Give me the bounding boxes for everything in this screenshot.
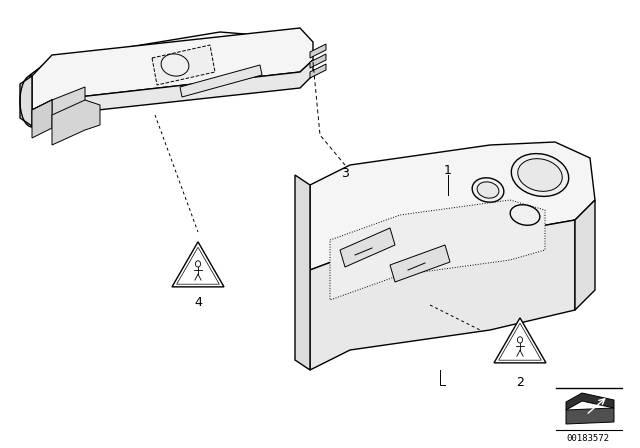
- Ellipse shape: [477, 182, 499, 198]
- Polygon shape: [390, 245, 450, 282]
- Polygon shape: [310, 220, 575, 370]
- Polygon shape: [340, 228, 395, 267]
- Text: 1: 1: [444, 164, 452, 177]
- Polygon shape: [566, 393, 614, 410]
- Polygon shape: [52, 87, 85, 128]
- Polygon shape: [575, 200, 595, 310]
- Polygon shape: [32, 28, 313, 110]
- Polygon shape: [52, 100, 100, 145]
- Ellipse shape: [510, 205, 540, 225]
- Polygon shape: [20, 76, 32, 126]
- Ellipse shape: [518, 159, 563, 191]
- Polygon shape: [310, 44, 326, 58]
- Polygon shape: [310, 54, 326, 68]
- Polygon shape: [180, 65, 262, 97]
- Ellipse shape: [511, 154, 569, 196]
- Polygon shape: [330, 200, 545, 300]
- Polygon shape: [32, 100, 52, 138]
- Polygon shape: [310, 64, 326, 78]
- Ellipse shape: [161, 54, 189, 76]
- Text: 4: 4: [194, 296, 202, 309]
- Polygon shape: [32, 60, 313, 126]
- Polygon shape: [566, 408, 614, 424]
- Polygon shape: [310, 142, 595, 270]
- Polygon shape: [172, 242, 224, 287]
- Polygon shape: [295, 175, 310, 370]
- Polygon shape: [152, 45, 215, 85]
- Text: 00183572: 00183572: [566, 434, 609, 443]
- Polygon shape: [494, 318, 546, 363]
- Text: 2: 2: [516, 375, 524, 388]
- Ellipse shape: [472, 178, 504, 202]
- Polygon shape: [30, 32, 310, 100]
- Text: 3: 3: [341, 167, 349, 180]
